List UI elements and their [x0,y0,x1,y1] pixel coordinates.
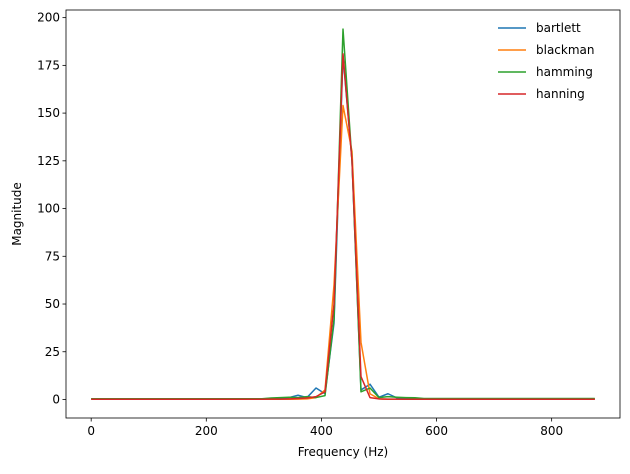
legend-label: blackman [536,43,595,57]
y-tick-label: 200 [37,11,60,25]
y-tick-label: 25 [45,345,60,359]
y-tick-label: 125 [37,154,60,168]
legend-label: bartlett [536,21,581,35]
line-series [91,53,595,401]
x-tick-label: 400 [310,424,333,438]
line-series [91,28,595,400]
y-tick-label: 175 [37,58,60,72]
plot-frame [65,9,621,419]
x-tick-label: 600 [425,424,448,438]
y-tick-label: 75 [45,249,60,263]
x-axis-label: Frequency (Hz) [298,445,389,459]
y-tick-label: 150 [37,106,60,120]
y-tick-label: 50 [45,297,60,311]
y-tick-label: 0 [52,392,60,406]
y-axis-label: Magnitude [10,182,24,246]
x-tick-label: 200 [195,424,218,438]
legend-label: hanning [536,87,585,101]
legend-label: hamming [536,65,593,79]
x-tick-label: 800 [540,424,563,438]
line-series [91,104,595,401]
y-tick-label: 100 [37,202,60,216]
x-tick-label: 0 [87,424,95,438]
